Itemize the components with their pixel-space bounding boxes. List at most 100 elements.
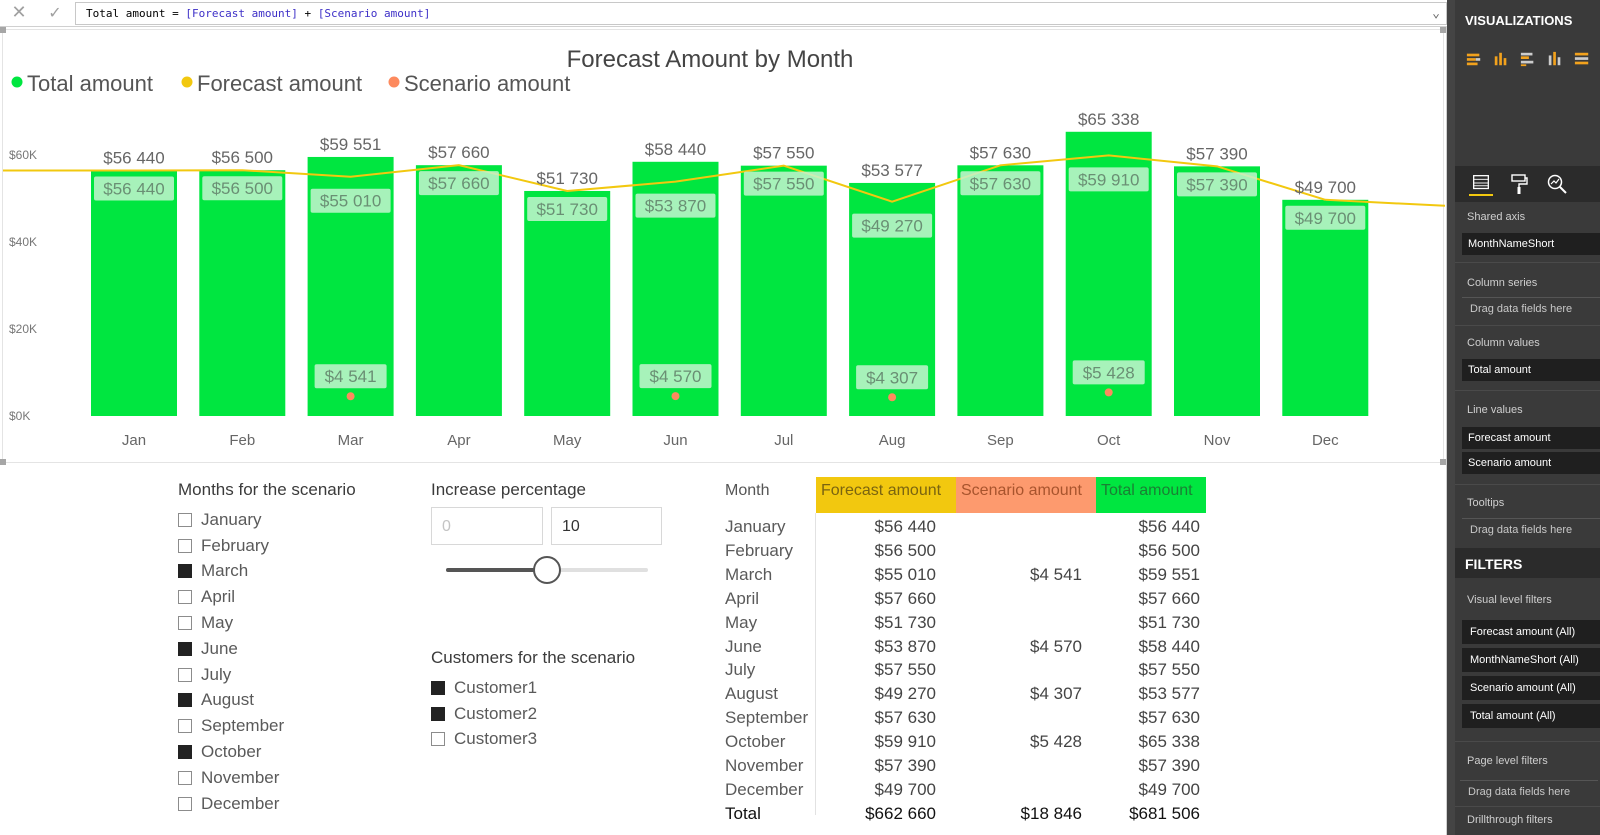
field-chip-forecast-amount[interactable]: Forecast amount (1462, 427, 1600, 449)
scenario-point-aug[interactable] (888, 393, 897, 402)
table-row[interactable]: September $57 630 $57 630 (720, 708, 1206, 732)
checkbox-unchecked[interactable] (178, 719, 192, 734)
month-slicer-item[interactable]: September (178, 713, 284, 739)
checkbox-checked[interactable] (431, 706, 445, 721)
column-header-month[interactable]: Month (725, 482, 770, 499)
month-slicer-item[interactable]: March (178, 559, 284, 585)
month-slicer-item[interactable]: January (178, 507, 284, 533)
bar-total-jul[interactable] (740, 165, 827, 416)
bar-total-nov[interactable] (1174, 166, 1260, 416)
cell-forecast: $49 700 (874, 779, 936, 799)
checkbox-checked[interactable] (178, 745, 192, 760)
checkbox-unchecked[interactable] (431, 732, 445, 747)
drop-zone-tooltips[interactable]: Drag data fields here (1462, 518, 1600, 540)
column-header-total[interactable]: Total amount (1096, 477, 1206, 513)
clustered-bar-icon[interactable] (1519, 51, 1537, 67)
table-row[interactable]: May $51 730 $51 730 (720, 613, 1206, 637)
checkbox-unchecked[interactable] (178, 590, 192, 605)
clustered-column-icon[interactable] (1492, 51, 1510, 67)
bar-total-may[interactable] (524, 190, 611, 416)
customer-slicer-item-label: Customer2 (454, 703, 538, 723)
column-header-scenario[interactable]: Scenario amount (956, 477, 1096, 513)
table-row[interactable]: March $55 010 $4 541 $59 551 (720, 565, 1206, 589)
visual-filter-card[interactable]: MonthNameShort (All) (1462, 648, 1600, 672)
y-tick-label: $0K (9, 409, 30, 423)
cell-month: January (725, 517, 786, 536)
table-row[interactable]: July $57 550 $57 550 (720, 660, 1206, 684)
table-total-row[interactable]: Total $662 660 $18 846 $681 506 (720, 804, 1206, 828)
month-slicer-item[interactable]: November (178, 765, 284, 791)
checkbox-checked[interactable] (178, 641, 192, 656)
scenario-point-mar[interactable] (346, 392, 355, 401)
visual-filter-card[interactable]: Forecast amount (All) (1462, 620, 1600, 644)
table-row[interactable]: June $53 870 $4 570 $58 440 (720, 637, 1206, 661)
table-row[interactable]: November $57 390 $57 390 (720, 756, 1206, 780)
month-slicer-item[interactable]: June (178, 636, 284, 662)
data-label-forecast: $56 440 (103, 179, 164, 198)
table-row[interactable]: January $56 440 $56 440 (720, 517, 1206, 541)
scenario-point-oct[interactable] (1104, 388, 1113, 397)
analytics-magnifier-icon[interactable] (1545, 172, 1569, 196)
customer-slicer-item[interactable]: Customer2 (431, 701, 537, 727)
month-slicer-item[interactable]: July (178, 662, 284, 688)
checkbox-unchecked[interactable] (178, 796, 192, 811)
visual-filter-card[interactable]: Total amount (All) (1462, 704, 1600, 728)
month-slicer-item[interactable]: February (178, 533, 284, 559)
resize-handle[interactable] (0, 27, 6, 33)
slider-thumb[interactable] (533, 556, 561, 584)
checkbox-unchecked[interactable] (178, 512, 192, 527)
cell-month: September (725, 708, 809, 728)
range-min-input[interactable]: 0 (431, 507, 543, 545)
confirm-icon[interactable]: ✓ (48, 3, 62, 22)
table-row[interactable]: April $57 660 $57 660 (720, 589, 1206, 613)
checkbox-unchecked[interactable] (178, 538, 192, 553)
checkbox-unchecked[interactable] (178, 616, 192, 631)
month-slicer-item[interactable]: December (178, 791, 284, 817)
bar-total-sep[interactable] (957, 165, 1044, 416)
format-roller-icon[interactable] (1507, 172, 1531, 196)
column-header-forecast[interactable]: Forecast amount (816, 477, 956, 513)
chevron-down-icon[interactable]: ⌄ (1432, 6, 1440, 21)
range-max-input[interactable]: 10 (551, 507, 662, 545)
table-row[interactable]: August $49 270 $4 307 $53 577 (720, 684, 1206, 708)
table-visual[interactable]: Month Forecast amount Scenario amount To… (720, 477, 1206, 835)
drop-zone-page-filters[interactable]: Drag data fields here (1460, 780, 1598, 802)
field-chip-total-amount[interactable]: Total amount (1462, 359, 1600, 381)
data-label-forecast: $57 660 (428, 174, 489, 193)
customer-slicer-item[interactable]: Customer3 (431, 727, 537, 753)
stacked-column-icon[interactable] (1546, 51, 1564, 67)
month-slicer-item[interactable]: August (178, 688, 284, 714)
table-row[interactable]: October $59 910 $5 428 $65 338 (720, 732, 1206, 756)
formula-input[interactable]: Total amount = [Forecast amount] + [Scen… (75, 2, 1447, 25)
visual-filter-card[interactable]: Scenario amount (All) (1462, 676, 1600, 700)
table-row[interactable]: February $56 500 $56 500 (720, 541, 1206, 565)
scenario-point-jun[interactable] (671, 392, 680, 401)
checkbox-checked[interactable] (178, 693, 192, 708)
bar-total-dec[interactable] (1282, 199, 1369, 416)
bar-total-apr[interactable] (415, 165, 502, 416)
data-label-scenario: $5 428 (1083, 363, 1135, 382)
100-bar-icon[interactable] (1573, 51, 1591, 67)
field-chip-scenario-amount[interactable]: Scenario amount (1462, 452, 1600, 474)
bar-total-feb[interactable] (199, 170, 286, 416)
cancel-icon[interactable]: ✕ (11, 2, 27, 23)
resize-handle[interactable] (1440, 459, 1446, 465)
fields-tab-icon[interactable] (1469, 172, 1493, 196)
stacked-bar-icon[interactable] (1465, 51, 1483, 67)
checkbox-checked[interactable] (431, 680, 445, 695)
month-slicer-item[interactable]: October (178, 739, 284, 765)
checkbox-unchecked[interactable] (178, 770, 192, 785)
field-chip-monthnameshort[interactable]: MonthNameShort (1462, 233, 1600, 255)
resize-handle[interactable] (1440, 27, 1446, 33)
month-slicer-item[interactable]: May (178, 610, 284, 636)
cell-month: October (725, 732, 786, 752)
month-slicer-item[interactable]: April (178, 584, 284, 610)
combo-chart-visual[interactable]: Forecast Amount by Month Total amount Fore… (0, 27, 1446, 465)
table-row[interactable]: December $49 700 $49 700 (720, 780, 1206, 804)
checkbox-checked[interactable] (178, 564, 192, 579)
customer-slicer-item[interactable]: Customer1 (431, 675, 537, 701)
resize-handle[interactable] (0, 459, 6, 465)
bar-total-jan[interactable] (91, 170, 177, 416)
drop-zone-column-series[interactable]: Drag data fields here (1462, 297, 1600, 319)
checkbox-unchecked[interactable] (178, 667, 192, 682)
